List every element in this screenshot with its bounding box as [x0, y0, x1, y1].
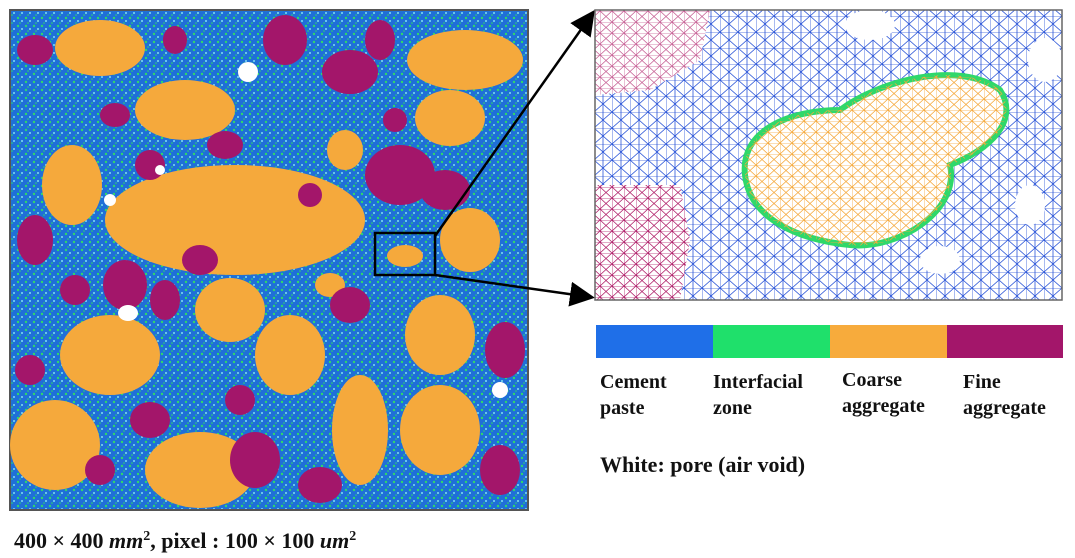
legend-label: Fine	[963, 371, 1001, 393]
caption: 400 × 400 mm2, pixel : 100 × 100 um2	[14, 528, 356, 553]
legend-label: paste	[600, 397, 645, 419]
legend-label: aggregate	[842, 395, 925, 417]
legend-label: Coarse	[842, 369, 902, 391]
legend-label: zone	[713, 397, 752, 419]
caption-part: um	[320, 528, 349, 553]
figure: Cement paste Interfacial zone Coarse agg…	[0, 0, 1075, 558]
caption-part: , pixel : 100 × 100	[150, 528, 320, 553]
caption-part: 400 × 400	[14, 528, 109, 553]
caption-part: mm	[109, 528, 143, 553]
legend-label: aggregate	[963, 397, 1046, 419]
caption-part: 2	[143, 529, 150, 544]
legend: Cement paste Interfacial zone Coarse agg…	[600, 369, 1046, 477]
zoom-mesh	[595, 10, 1062, 300]
caption-part: 2	[349, 529, 356, 544]
microstructure	[10, 10, 528, 510]
legend-label: Interfacial	[713, 371, 803, 393]
legend-note: White: pore (air void)	[600, 452, 805, 477]
legend-label: Cement	[600, 371, 667, 393]
colorbar	[596, 325, 1063, 358]
